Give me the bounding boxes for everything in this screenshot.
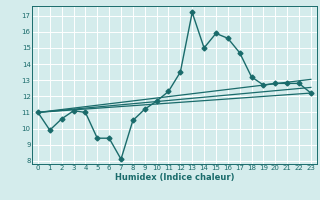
X-axis label: Humidex (Indice chaleur): Humidex (Indice chaleur): [115, 173, 234, 182]
